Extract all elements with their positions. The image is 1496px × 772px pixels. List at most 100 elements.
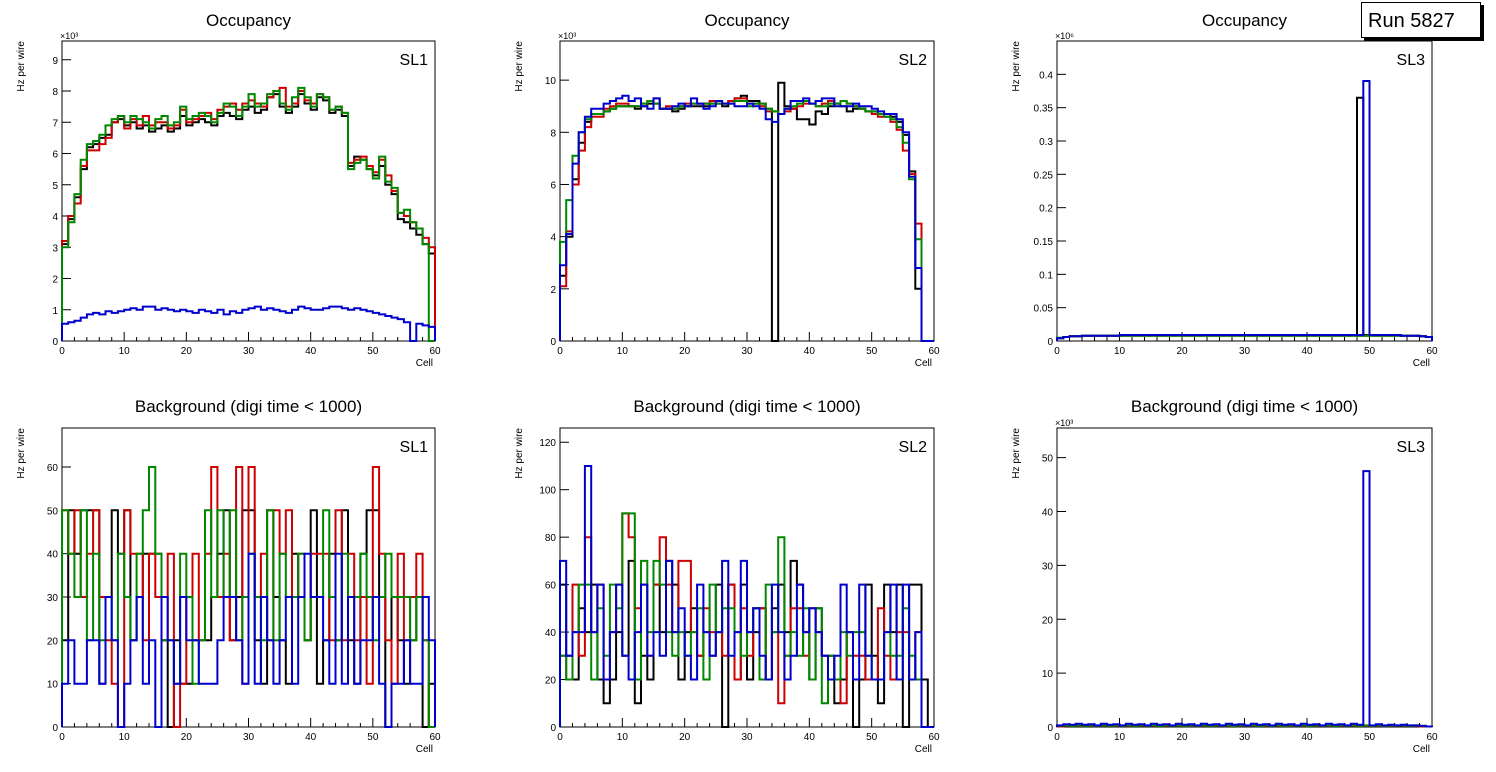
chart-title: Background (digi time < 1000) — [1131, 397, 1358, 416]
y-tick-label: 0 — [1047, 337, 1053, 348]
y-tick-label: 1 — [52, 306, 58, 317]
x-tick-label: 40 — [1301, 732, 1313, 743]
x-axis-label: Cell — [416, 358, 433, 369]
superlayer-label: SL2 — [899, 439, 928, 456]
y-tick-label: 3 — [52, 243, 58, 254]
y-tick-label: 6 — [550, 180, 556, 191]
x-tick-label: 30 — [243, 732, 255, 743]
x-axis-label: Cell — [1413, 358, 1430, 369]
x-tick-label: 50 — [1364, 346, 1376, 357]
x-tick-label: 40 — [804, 732, 816, 743]
y-axis-label: Hz per wire — [16, 41, 27, 92]
y-tick-label: 8 — [550, 128, 556, 139]
y-tick-label: 0.25 — [1034, 170, 1054, 181]
x-tick-label: 50 — [866, 732, 878, 743]
chart-panel-6: Background (digi time < 1000) SL3 0 10 20 30 4… — [1011, 397, 1438, 755]
y-axis-exponent: ×10⁶ — [1055, 31, 1074, 41]
series-line-layer4 — [61, 305, 436, 342]
x-tick-label: 0 — [557, 346, 563, 357]
y-tick-label: 10 — [545, 76, 557, 87]
y-tick-label: 60 — [47, 463, 59, 474]
superlayer-label: SL1 — [400, 52, 429, 69]
y-tick-label: 10 — [47, 680, 59, 691]
y-tick-label: 50 — [47, 506, 59, 517]
x-tick-label: 10 — [1114, 732, 1126, 743]
y-tick-label: 6 — [52, 150, 58, 161]
x-tick-label: 20 — [1176, 346, 1188, 357]
plot-frame — [1056, 427, 1433, 728]
superlayer-label: SL2 — [899, 52, 928, 69]
x-tick-label: 40 — [1301, 346, 1313, 357]
x-tick-label: 60 — [928, 732, 940, 743]
series-line-layer1 — [559, 81, 934, 342]
x-tick-label: 0 — [59, 732, 65, 743]
y-axis-label: Hz per wire — [1011, 41, 1022, 92]
series-line-layer1 — [1056, 96, 1433, 341]
chart-title: Occupancy — [1202, 11, 1288, 30]
series-line-layer2 — [559, 97, 934, 342]
y-tick-label: 0 — [1047, 723, 1053, 734]
x-axis-label: Cell — [1413, 744, 1430, 755]
x-tick-label: 50 — [1364, 732, 1376, 743]
y-tick-label: 2 — [52, 275, 58, 286]
y-tick-label: 20 — [1042, 615, 1054, 626]
series-line-layer4 — [1056, 470, 1433, 728]
y-tick-label: 4 — [550, 233, 556, 244]
superlayer-label: SL3 — [1397, 439, 1426, 456]
series-line-layer2 — [61, 86, 436, 341]
plot-frame — [559, 40, 935, 342]
y-tick-label: 0.1 — [1039, 270, 1053, 281]
x-tick-label: 0 — [59, 346, 65, 357]
y-tick-label: 80 — [545, 533, 557, 544]
chart-title: Background (digi time < 1000) — [135, 397, 362, 416]
chart-title: Occupancy — [206, 11, 292, 30]
x-tick-label: 10 — [1114, 346, 1126, 357]
y-axis-label: Hz per wire — [1011, 428, 1022, 479]
chart-panel-3: Occupancy SL3 0 10 20 30 40 50 60 0 0.05 0.1 0.15 0.2… — [1011, 11, 1438, 369]
y-tick-label: 0.05 — [1034, 304, 1054, 315]
y-tick-label: 0 — [550, 337, 556, 348]
y-tick-label: 120 — [539, 438, 556, 449]
y-axis-exponent: ×10³ — [1055, 418, 1073, 428]
series-line-layer3 — [61, 86, 435, 342]
x-tick-label: 60 — [429, 346, 441, 357]
superlayer-label: SL1 — [400, 439, 429, 456]
superlayer-label: SL3 — [1397, 52, 1426, 69]
y-tick-label: 30 — [1042, 561, 1054, 572]
series-line-layer1 — [61, 93, 436, 341]
x-tick-label: 20 — [181, 732, 193, 743]
series-line-layer4 — [559, 94, 934, 342]
y-tick-label: 0 — [550, 723, 556, 734]
x-tick-label: 40 — [305, 732, 317, 743]
x-tick-label: 60 — [429, 732, 441, 743]
run-number-label: Run 5827 — [1361, 2, 1481, 38]
y-tick-label: 40 — [545, 628, 557, 639]
y-axis-exponent: ×10³ — [60, 31, 78, 41]
series-line-layer4 — [559, 465, 934, 728]
y-tick-label: 0 — [52, 337, 58, 348]
x-tick-label: 50 — [367, 346, 379, 357]
y-tick-label: 60 — [545, 581, 557, 592]
y-tick-label: 0.2 — [1039, 204, 1053, 215]
chart-panel-1: Occupancy SL1 0 10 20 30 40 50 60 0 1 2 3 4 5 6 7 8 9 Cell H… — [16, 11, 441, 369]
x-tick-label: 10 — [617, 346, 629, 357]
x-tick-label: 50 — [866, 346, 878, 357]
x-tick-label: 40 — [305, 346, 317, 357]
x-tick-label: 50 — [367, 732, 379, 743]
x-tick-label: 20 — [1176, 732, 1188, 743]
chart-panel-5: Background (digi time < 1000) SL2 0 10 20 30 4… — [514, 397, 940, 755]
x-axis-label: Cell — [915, 744, 932, 755]
x-tick-label: 20 — [181, 346, 193, 357]
y-tick-label: 20 — [47, 636, 59, 647]
y-tick-label: 40 — [47, 550, 59, 561]
y-axis-exponent: ×10³ — [558, 31, 576, 41]
chart-title: Occupancy — [704, 11, 790, 30]
chart-title: Background (digi time < 1000) — [633, 397, 860, 416]
x-tick-label: 10 — [617, 732, 629, 743]
x-tick-label: 60 — [928, 346, 940, 357]
x-tick-label: 0 — [1054, 732, 1060, 743]
x-tick-label: 30 — [1239, 346, 1251, 357]
x-axis-label: Cell — [915, 358, 932, 369]
y-tick-label: 9 — [52, 56, 58, 67]
y-axis-label: Hz per wire — [514, 428, 525, 479]
